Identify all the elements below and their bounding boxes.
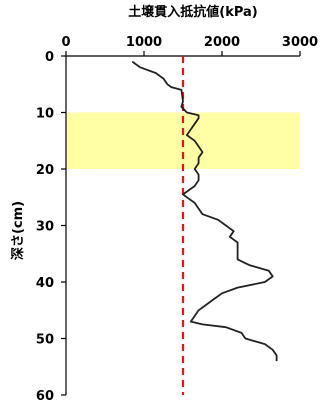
x-axis-label: 土壌貫入抵抗値(kPa) (128, 4, 257, 20)
y-axis-label: 深さ(cm) (10, 201, 26, 260)
y-tick-label: 60 (36, 389, 54, 404)
y-tick-label: 0 (45, 50, 54, 65)
y-tick-label: 50 (36, 333, 54, 348)
x-tick-label: 3000 (282, 35, 318, 50)
x-tick-labels: 0 1000 2000 3000 (61, 35, 318, 50)
x-tick-label: 1000 (126, 35, 162, 50)
series-line (131, 60, 278, 362)
y-tick-label: 30 (36, 220, 54, 235)
x-tick-label: 0 (61, 35, 70, 50)
y-tick-label: 10 (36, 107, 54, 122)
y-tick-label: 40 (36, 276, 54, 291)
y-tick-labels: 0 10 20 30 40 50 60 (36, 50, 54, 404)
x-tick-label: 2000 (204, 35, 240, 50)
y-tick-label: 20 (36, 163, 54, 178)
